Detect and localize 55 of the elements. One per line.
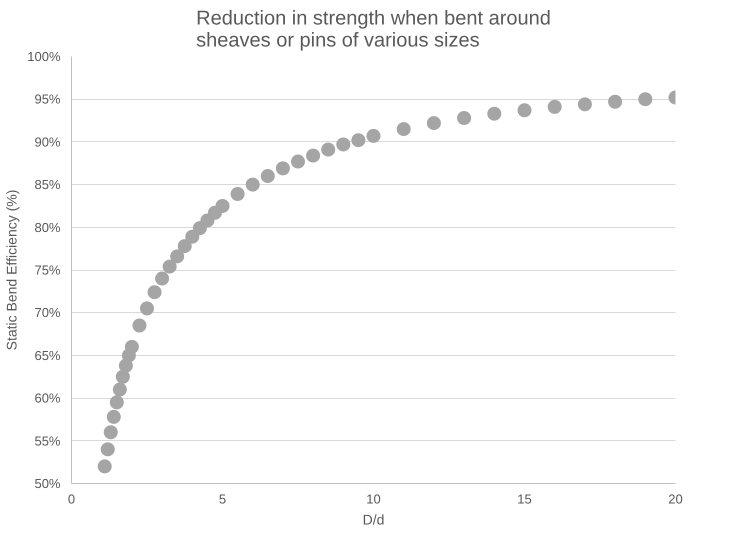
x-tick-label: 15	[517, 492, 532, 506]
point	[578, 97, 592, 112]
point	[185, 230, 200, 244]
y-tick-label: 100%	[27, 49, 61, 64]
x-tick-label: 10	[366, 492, 381, 506]
point	[457, 111, 472, 125]
y-tick-label: 55%	[34, 433, 61, 448]
point	[351, 133, 366, 148]
point	[132, 318, 146, 332]
point	[155, 272, 170, 286]
point	[104, 425, 118, 440]
point	[366, 128, 380, 143]
y-tick-label: 85%	[34, 177, 61, 192]
point	[124, 340, 139, 354]
point	[98, 459, 112, 474]
x-tick-label: 0	[68, 492, 76, 506]
point	[260, 169, 275, 184]
point	[116, 370, 130, 384]
point	[178, 239, 192, 254]
x-tick-label: 5	[218, 492, 226, 506]
x-axis-title: D/d	[362, 512, 384, 528]
y-tick-label: 80%	[34, 220, 61, 235]
point	[487, 106, 502, 121]
point	[110, 395, 124, 410]
point	[548, 100, 562, 114]
y-tick-label: 50%	[34, 476, 61, 491]
point	[162, 260, 177, 274]
point	[140, 301, 154, 316]
y-tick-label: 95%	[34, 92, 61, 107]
point	[336, 137, 350, 152]
point	[106, 410, 121, 424]
point	[291, 154, 305, 169]
x-tick-label: 20	[668, 492, 683, 506]
point	[100, 442, 115, 456]
point	[638, 92, 652, 106]
point	[426, 116, 441, 130]
chart-title: Reduction in strength when bent around sheaves or pins of various sizes	[196, 8, 551, 52]
y-tick-label: 75%	[34, 262, 61, 278]
point	[112, 382, 127, 397]
point	[518, 103, 532, 118]
point	[608, 94, 622, 109]
y-tick-label: 65%	[34, 348, 61, 363]
y-axis-title: Static Bend Efficiency (%)	[3, 190, 20, 350]
point	[321, 142, 336, 157]
point	[246, 178, 260, 192]
point	[216, 198, 230, 213]
y-tick-label: 60%	[34, 390, 61, 406]
y-tick-label: 70%	[34, 305, 61, 320]
point	[396, 122, 411, 136]
point	[230, 187, 245, 201]
y-tick-label: 90%	[34, 134, 61, 150]
point	[306, 148, 320, 163]
point	[148, 285, 162, 300]
point	[170, 249, 184, 264]
point	[276, 161, 290, 176]
